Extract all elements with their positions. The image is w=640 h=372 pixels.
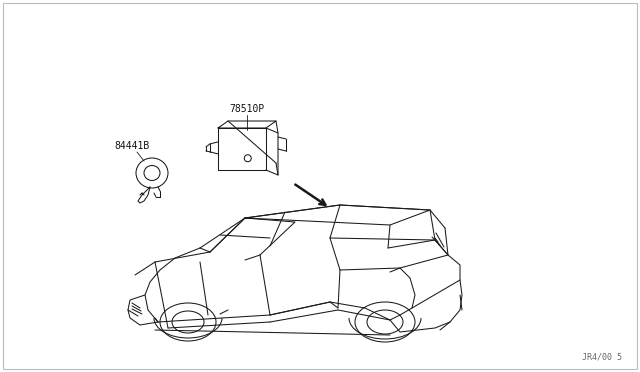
Text: 78510P: 78510P — [229, 104, 264, 114]
Text: 84441B: 84441B — [115, 141, 150, 151]
Text: JR4/00 5: JR4/00 5 — [582, 353, 622, 362]
